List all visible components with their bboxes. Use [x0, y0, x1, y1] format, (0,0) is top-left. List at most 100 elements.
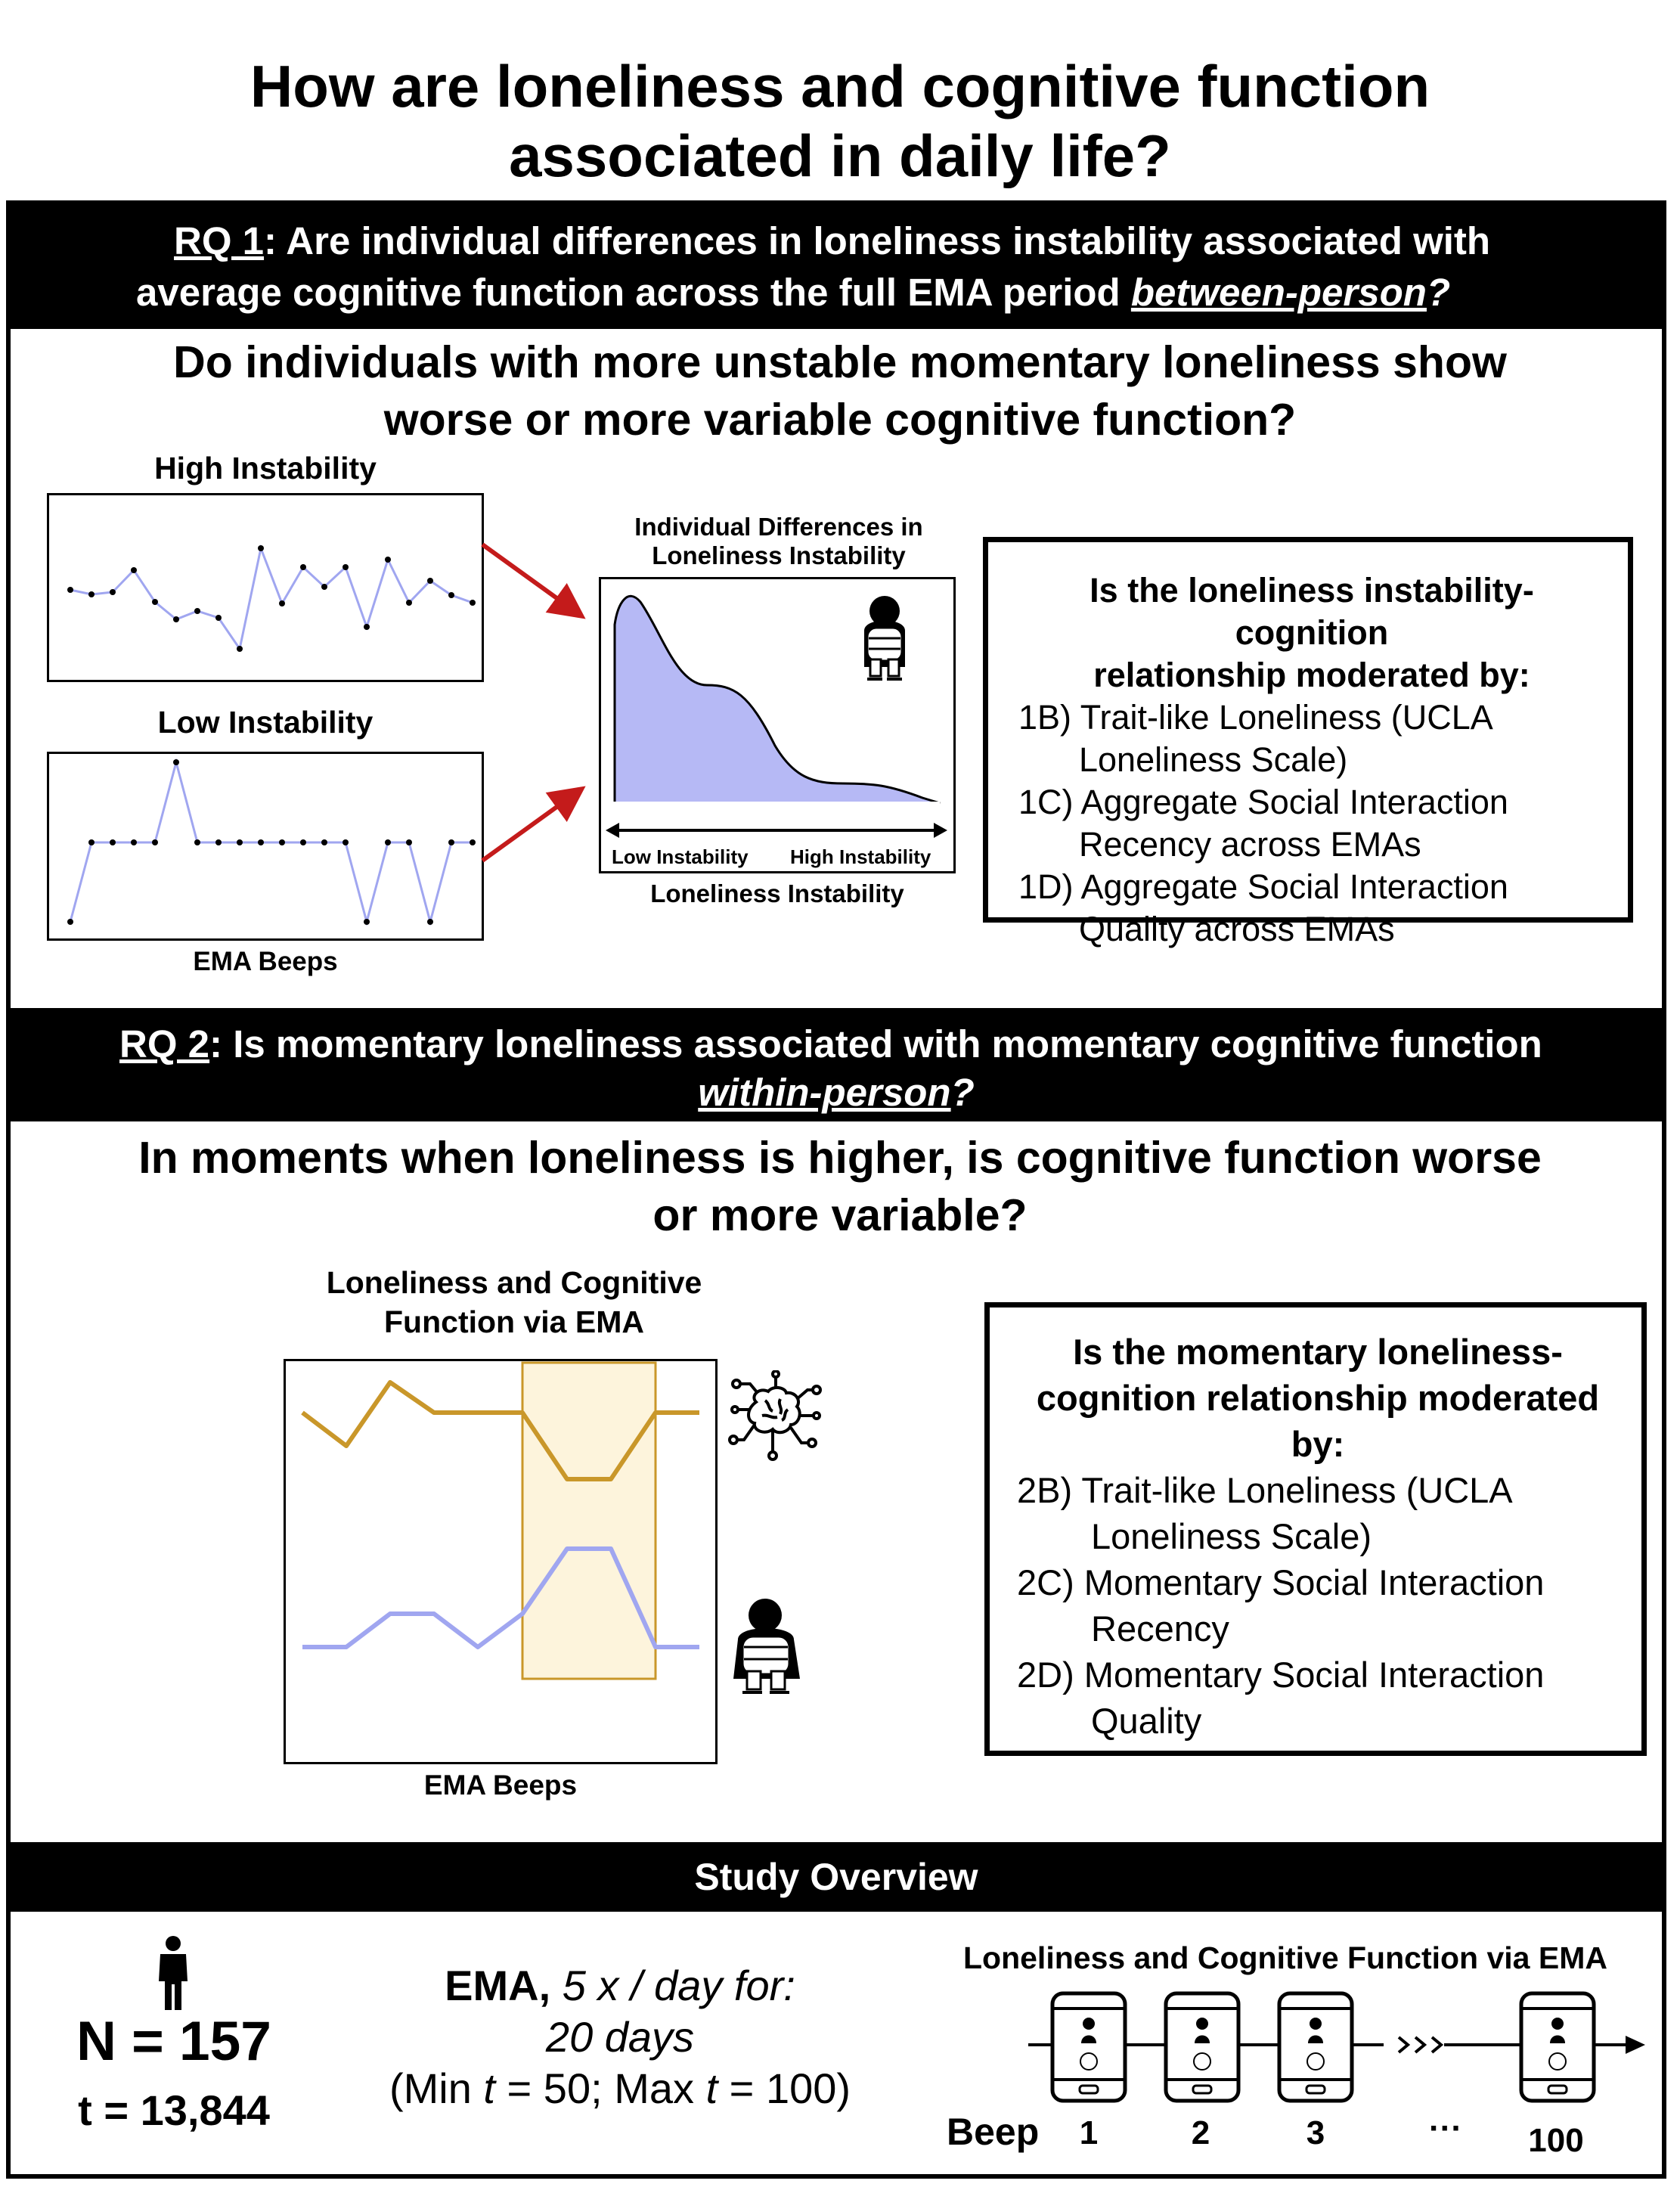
total-observations: t = 13,844: [78, 2086, 270, 2134]
density-curve: [613, 594, 941, 805]
phones-title: Loneliness and Cognitive Function via EM…: [963, 1940, 1607, 1975]
rq1-header: RQ 1: Are individual differences in lone…: [6, 200, 1666, 329]
item-2c-line-2: Recency: [1091, 1608, 1229, 1649]
rq1-question-line-1: Do individuals with more unstable moment…: [173, 337, 1507, 387]
low-instability-chart: [47, 752, 484, 941]
page-title: How are loneliness and cognitive functio…: [0, 51, 1680, 191]
low-instability-points: [67, 759, 476, 925]
rq1-moderator-item-1d: 1D) Aggregate Social Interaction Quality…: [1018, 866, 1605, 951]
item-2d-line-1: 2D) Momentary Social Interaction: [1017, 1655, 1545, 1695]
axis-right-arrowhead: [934, 823, 947, 838]
rq2-moderator-head-1: Is the momentary loneliness-: [1073, 1332, 1563, 1372]
rq2-line-1: RQ 2: Is momentary loneliness associated…: [119, 1022, 1542, 1066]
distribution-title-line-1: Individual Differences in: [634, 513, 923, 541]
beep-label: Beep: [947, 2111, 1040, 2153]
rq1-line-1: RQ 1: Are individual differences in lone…: [174, 219, 1490, 263]
ema-label: EMA,: [445, 1962, 551, 2009]
item-2b-line-2: Loneliness Scale): [1091, 1516, 1372, 1556]
rq1-line2-end: ?: [1426, 271, 1451, 314]
rq2-question-line-1: In moments when loneliness is higher, is…: [138, 1133, 1542, 1183]
item-1b-line-1: 1B) Trait-like Loneliness (UCLA: [1018, 698, 1493, 737]
arrow-high-to-dist: [481, 542, 586, 619]
high-instability-chart: [47, 493, 484, 682]
ema-days: 20 days: [545, 2013, 695, 2061]
item-1d-line-2: Quality across EMAs: [1079, 910, 1395, 948]
rq2-header: RQ 2: Is momentary loneliness associated…: [6, 1008, 1666, 1121]
beep-number-100: 100: [1528, 2122, 1584, 2159]
rq2-moderator-item-2b: 2B) Trait-like Loneliness (UCLA Loneline…: [1017, 1467, 1619, 1559]
rq1-moderator-head-2: relationship moderated by:: [1093, 656, 1530, 694]
rq1-line1-text: : Are individual differences in loneline…: [264, 219, 1491, 262]
rq1-ema-beeps-label: EMA Beeps: [193, 947, 338, 976]
axis-left-arrowhead: [606, 823, 619, 838]
high-instability-label: High Instability: [154, 451, 377, 485]
loneliness-line: [302, 1546, 699, 1649]
minmax-part-2: = 50; Max: [494, 2064, 706, 2112]
low-instability-label: Low Instability: [157, 705, 374, 740]
ellipsis-chevrons: [1397, 2036, 1505, 2054]
rq1-tag: RQ 1: [174, 219, 265, 262]
dist-high-label: High Instability: [790, 845, 931, 868]
beep-number-3: 3: [1306, 2114, 1325, 2151]
beep-ellipsis: ···: [1429, 2110, 1462, 2147]
low-instability-svg: [67, 758, 476, 926]
rq2-question-line-2: or more variable?: [652, 1190, 1028, 1240]
minmax-t-2: t: [705, 2064, 718, 2112]
distribution-title-line-2: Loneliness Instability: [652, 541, 906, 569]
beep-number-2: 2: [1191, 2114, 1210, 2151]
item-1d-line-1: 1D) Aggregate Social Interaction: [1018, 867, 1508, 906]
rq2-moderator-head-2: cognition relationship moderated: [1036, 1378, 1600, 1418]
rq2-tag: RQ 2: [119, 1022, 210, 1066]
distribution-title: Individual Differences in Loneliness Ins…: [590, 513, 968, 570]
arrow-low-to-dist: [481, 786, 586, 863]
cognition-line: [301, 1380, 699, 1481]
phone-icon-2: [1164, 1991, 1241, 2103]
rq1-line2-text: average cognitive function across the fu…: [136, 271, 1131, 314]
item-1c-line-1: 1C) Aggregate Social Interaction: [1018, 783, 1508, 821]
rq2-within-person: within-person: [698, 1071, 951, 1114]
phone-icon-100: [1519, 1991, 1596, 2103]
phone-icon-3: [1277, 1991, 1354, 2103]
rq2-moderator-box: Is the momentary loneliness- cognition r…: [984, 1302, 1647, 1756]
phones-timeline: [1028, 1991, 1645, 2103]
rq2-question: In moments when loneliness is higher, is…: [0, 1130, 1680, 1244]
rq1-moderator-item-1c: 1C) Aggregate Social Interaction Recency…: [1018, 781, 1605, 866]
item-1c-line-2: Recency across EMAs: [1079, 825, 1421, 864]
rq2-chart-svg: [301, 1361, 699, 1680]
ema-line-1: EMA, 5 x / day for:: [333, 1960, 907, 2012]
rq2-chart-title: Loneliness and Cognitive Function via EM…: [280, 1263, 749, 1342]
lonely-person-icon: [864, 596, 905, 681]
study-overview-header: Study Overview: [6, 1842, 1666, 1912]
high-instability-line: [70, 544, 473, 652]
item-1b-line-2: Loneliness Scale): [1079, 740, 1348, 779]
participant-icon: [159, 1936, 188, 2010]
rq1-moderator-item-1b: 1B) Trait-like Loneliness (UCLA Loneline…: [1018, 696, 1605, 781]
item-2b-line-1: 2B) Trait-like Loneliness (UCLA: [1017, 1470, 1513, 1510]
distribution-chart: Low Instability High Instability: [599, 577, 956, 873]
high-instability-svg: [67, 544, 476, 652]
minmax-part-1: (Min: [389, 2064, 484, 2112]
minmax-part-3: = 100): [718, 2064, 851, 2112]
item-2d-line-2: Quality: [1091, 1701, 1202, 1741]
title-line-1: How are loneliness and cognitive functio…: [250, 53, 1430, 119]
brain-circuit-icon: [728, 1370, 822, 1461]
rq2-moderator-head-3: by:: [1291, 1424, 1345, 1464]
rq1-question-line-2: worse or more variable cognitive functio…: [383, 394, 1297, 445]
highlight-window: [521, 1361, 657, 1680]
beep-number-1: 1: [1079, 2114, 1099, 2151]
dist-x-label: Loneliness Instability: [650, 879, 904, 907]
dist-low-label: Low Instability: [612, 845, 749, 868]
item-2c-line-1: 2C) Momentary Social Interaction: [1017, 1562, 1545, 1602]
rq2-moderator-item-2c: 2C) Momentary Social Interaction Recency: [1017, 1559, 1619, 1652]
rq2-chart-title-line-2: Function via EMA: [384, 1304, 644, 1339]
rq2-line2-end: ?: [950, 1071, 975, 1114]
rq2-chart: [284, 1359, 718, 1764]
rq2-line1-text: : Is momentary loneliness associated wit…: [209, 1022, 1542, 1066]
ema-description: EMA, 5 x / day for: 20 days (Min t = 50;…: [333, 1960, 907, 2114]
rq1-question: Do individuals with more unstable moment…: [0, 334, 1680, 448]
rq1-line-2: average cognitive function across the fu…: [136, 270, 1450, 315]
rq2-moderator-item-2d: 2D) Momentary Social Interaction Quality: [1017, 1652, 1619, 1744]
rq1-moderator-head-1: Is the loneliness instability-cognition: [1090, 571, 1534, 652]
ema-min-max: (Min t = 50; Max t = 100): [333, 2063, 907, 2114]
arrows-to-distribution: [481, 542, 586, 863]
